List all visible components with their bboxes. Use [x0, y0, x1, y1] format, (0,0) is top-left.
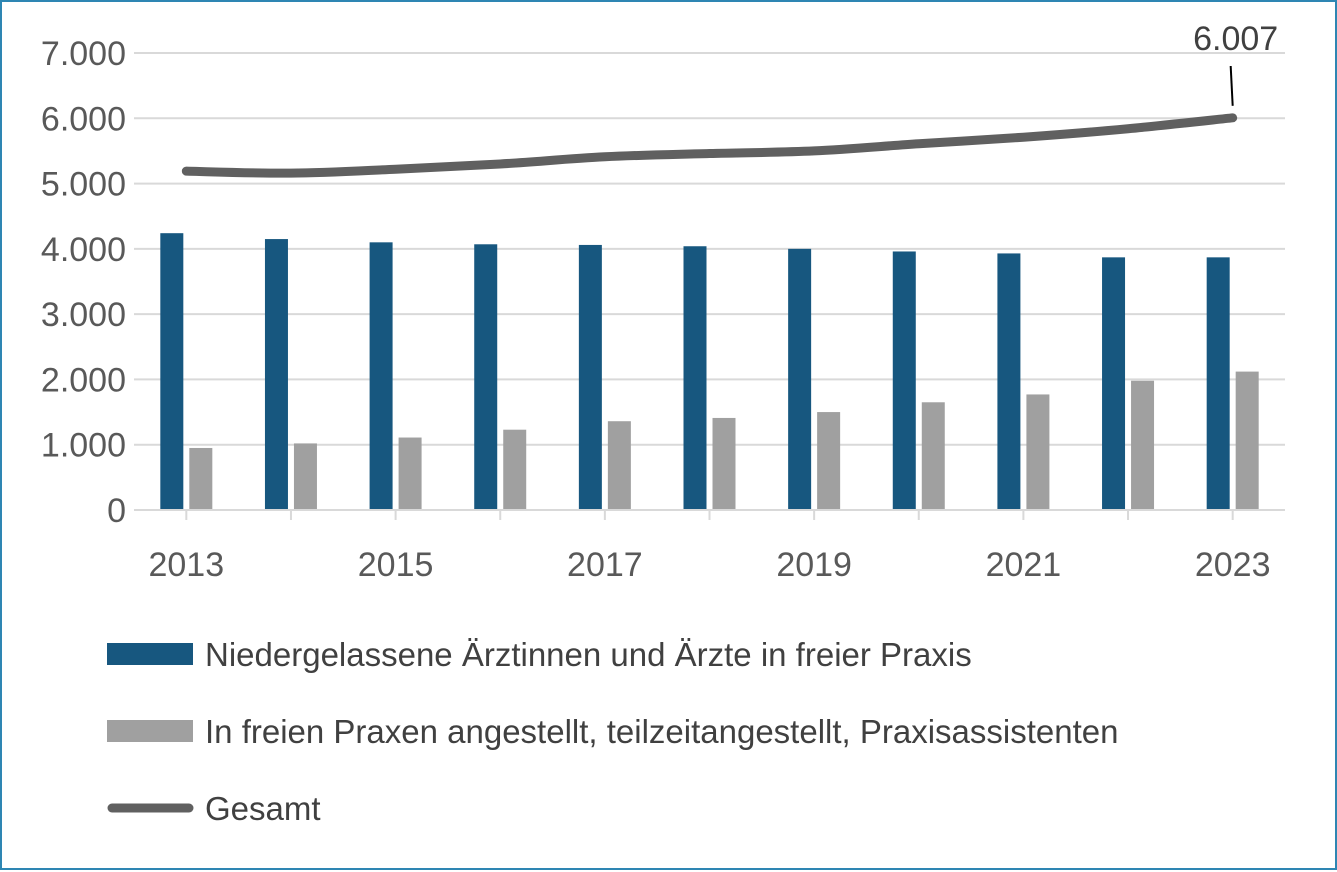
y-tick-label: 2.000: [41, 361, 126, 399]
bar: [1235, 371, 1259, 510]
bar: [578, 244, 602, 510]
y-tick-label: 4.000: [41, 231, 126, 269]
bar: [503, 429, 527, 510]
y-axis-ticks: 0 1.000 2.000 3.000 4.000 5.000 6.000 7.000: [41, 35, 126, 530]
annotation-leader: [1229, 65, 1234, 106]
legend-swatch: [107, 643, 193, 665]
bar: [189, 447, 213, 510]
bar: [264, 239, 288, 511]
bar: [683, 246, 707, 510]
legend: Niedergelassene Ärztinnen und Ärzte in f…: [107, 636, 1119, 827]
annotation-label: 6.007: [1193, 20, 1278, 58]
bar: [1206, 257, 1230, 510]
legend-swatch: [107, 720, 193, 742]
x-tick-label: 2019: [776, 546, 852, 584]
y-tick-label: 6.000: [41, 100, 126, 138]
bar: [892, 251, 916, 510]
y-tick-label: 1.000: [41, 427, 126, 465]
bar: [293, 443, 317, 510]
y-tick-label: 5.000: [41, 166, 126, 204]
gridlines: [134, 52, 1285, 446]
x-tick-label: 2021: [986, 546, 1062, 584]
total-line: [181, 113, 1238, 178]
bar: [788, 248, 812, 510]
bar: [712, 417, 736, 510]
bar: [474, 244, 498, 510]
bar: [997, 253, 1021, 511]
annotation: 6.007: [1193, 20, 1278, 106]
bar: [1102, 257, 1126, 510]
legend-label: Gesamt: [205, 790, 321, 827]
bar: [1131, 380, 1155, 510]
bar: [398, 437, 422, 510]
x-tick-label: 2015: [358, 546, 434, 584]
legend-label: In freien Praxen angestellt, teilzeitang…: [205, 713, 1119, 750]
y-tick-label: 7.000: [41, 35, 126, 73]
bars: [160, 233, 1259, 511]
bar: [817, 412, 841, 510]
bar: [1026, 394, 1050, 510]
x-axis-ticks: 2013 2015 2017 2019 2021 2023: [148, 546, 1270, 584]
x-tick-label: 2023: [1195, 546, 1271, 584]
x-tick-label: 2017: [567, 546, 643, 584]
legend-label: Niedergelassene Ärztinnen und Ärzte in f…: [205, 636, 972, 673]
y-tick-label: 3.000: [41, 296, 126, 334]
bar: [160, 233, 184, 510]
bar: [607, 421, 631, 510]
x-axis: [134, 509, 1285, 520]
x-tick-label: 2013: [148, 546, 224, 584]
total-line-path: [181, 113, 1238, 178]
bar: [921, 402, 945, 510]
y-tick-label: 0: [107, 492, 126, 530]
bar: [369, 242, 393, 511]
